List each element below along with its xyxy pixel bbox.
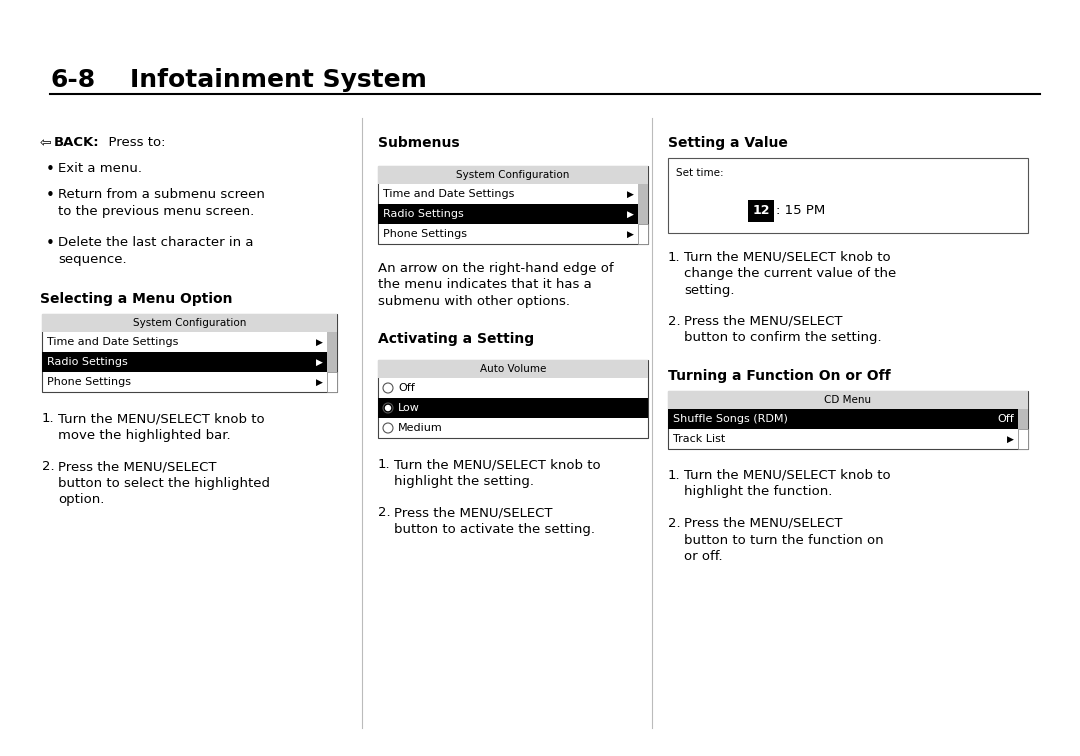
Bar (378, 360, 648, 378)
Text: Off: Off (399, 383, 415, 393)
Text: Press the MENU/SELECT
button to activate the setting.: Press the MENU/SELECT button to activate… (394, 506, 595, 535)
Text: Turn the MENU/SELECT knob to
change the current value of the
setting.: Turn the MENU/SELECT knob to change the … (684, 251, 896, 297)
Bar (378, 204, 638, 224)
Bar (378, 398, 648, 418)
Text: 6-8: 6-8 (50, 68, 95, 92)
Bar (748, 200, 774, 222)
Text: Selecting a Menu Option: Selecting a Menu Option (40, 292, 232, 306)
Text: ⇦: ⇦ (40, 136, 52, 150)
Text: Press to:: Press to: (100, 136, 165, 149)
Text: ▶: ▶ (627, 190, 634, 199)
Text: 1.: 1. (378, 458, 391, 471)
Text: : 15 PM: : 15 PM (777, 205, 825, 218)
Text: Turning a Function On or Off: Turning a Function On or Off (669, 369, 891, 383)
Text: Exit a menu.: Exit a menu. (58, 162, 141, 175)
Bar (42, 352, 327, 372)
Text: ▶: ▶ (1008, 435, 1014, 444)
Text: ▶: ▶ (316, 358, 323, 367)
Text: Setting a Value: Setting a Value (669, 136, 788, 150)
Text: Return from a submenu screen
to the previous menu screen.: Return from a submenu screen to the prev… (58, 188, 265, 218)
Text: 2.: 2. (42, 460, 55, 473)
Text: 2.: 2. (669, 517, 680, 530)
Text: Submenus: Submenus (378, 136, 460, 150)
Text: Turn the MENU/SELECT knob to
highlight the setting.: Turn the MENU/SELECT knob to highlight t… (394, 458, 600, 488)
Bar (638, 224, 648, 244)
Text: Activating a Setting: Activating a Setting (378, 332, 535, 346)
Text: ▶: ▶ (316, 337, 323, 346)
Text: 1.: 1. (669, 251, 680, 264)
Text: Press the MENU/SELECT
button to turn the function on
or off.: Press the MENU/SELECT button to turn the… (684, 517, 883, 563)
Text: ▶: ▶ (627, 230, 634, 238)
Text: Medium: Medium (399, 423, 443, 433)
Text: ▶: ▶ (316, 377, 323, 386)
Text: Press the MENU/SELECT
button to confirm the setting.: Press the MENU/SELECT button to confirm … (684, 315, 881, 345)
Text: •: • (46, 162, 55, 177)
Bar (42, 314, 337, 332)
Bar (1018, 429, 1028, 449)
Text: Turn the MENU/SELECT knob to
highlight the function.: Turn the MENU/SELECT knob to highlight t… (684, 469, 891, 498)
Text: ▶: ▶ (627, 209, 634, 218)
Bar (327, 372, 337, 392)
Text: Turn the MENU/SELECT knob to
move the highlighted bar.: Turn the MENU/SELECT knob to move the hi… (58, 412, 265, 442)
Bar (378, 166, 648, 184)
Text: Radio Settings: Radio Settings (383, 209, 463, 219)
Text: Infotainment System: Infotainment System (130, 68, 427, 92)
Text: Shuffle Songs (RDM): Shuffle Songs (RDM) (673, 414, 788, 424)
Text: Phone Settings: Phone Settings (48, 377, 131, 387)
Text: Time and Date Settings: Time and Date Settings (48, 337, 178, 347)
Text: Track List: Track List (673, 434, 726, 444)
Text: Low: Low (399, 403, 420, 413)
Text: Press the MENU/SELECT
button to select the highlighted
option.: Press the MENU/SELECT button to select t… (58, 460, 270, 506)
Text: BACK:: BACK: (54, 136, 99, 149)
Text: System Configuration: System Configuration (133, 318, 246, 328)
Text: 2.: 2. (669, 315, 680, 328)
Text: An arrow on the right-hand edge of
the menu indicates that it has a
submenu with: An arrow on the right-hand edge of the m… (378, 262, 613, 308)
Text: 2.: 2. (378, 506, 391, 519)
Bar (378, 166, 648, 244)
Text: Radio Settings: Radio Settings (48, 357, 127, 367)
Bar (669, 409, 1018, 429)
Text: 1.: 1. (669, 469, 680, 482)
Text: Auto Volume: Auto Volume (480, 364, 546, 374)
Text: •: • (46, 188, 55, 203)
Bar (378, 360, 648, 438)
Bar (42, 314, 337, 392)
Text: Delete the last character in a
sequence.: Delete the last character in a sequence. (58, 236, 254, 265)
Bar (669, 391, 1028, 409)
Text: System Configuration: System Configuration (457, 170, 569, 180)
Bar (669, 391, 1028, 449)
Text: Phone Settings: Phone Settings (383, 229, 467, 239)
Text: •: • (46, 236, 55, 251)
Bar (638, 184, 648, 244)
Bar (669, 158, 1028, 233)
Bar (327, 332, 337, 392)
Text: 1.: 1. (42, 412, 55, 425)
Text: 12: 12 (753, 205, 770, 218)
Text: CD Menu: CD Menu (824, 395, 872, 405)
Bar (1018, 409, 1028, 449)
Text: Off: Off (997, 414, 1014, 424)
Text: Time and Date Settings: Time and Date Settings (383, 189, 514, 199)
Text: Set time:: Set time: (676, 168, 724, 178)
Circle shape (386, 405, 391, 411)
